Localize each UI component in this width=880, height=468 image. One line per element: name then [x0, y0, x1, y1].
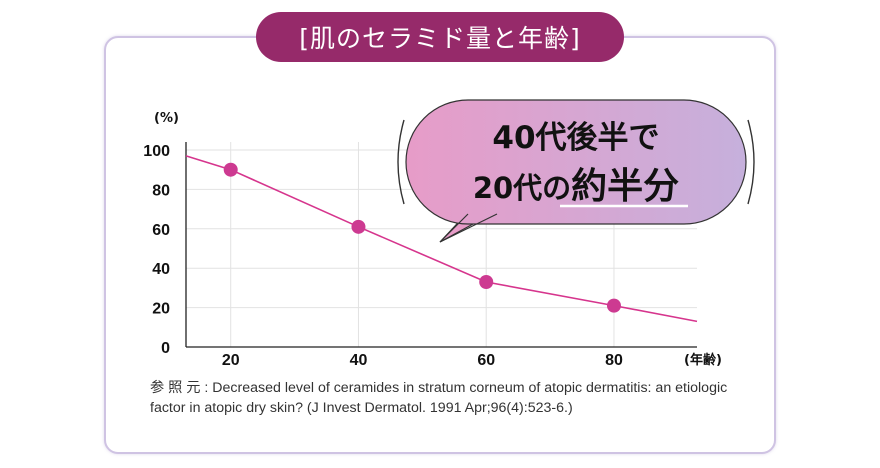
y-tick-label: 100	[143, 143, 170, 160]
y-tick-label: 0	[161, 340, 170, 357]
series-layer	[185, 155, 698, 323]
callout-bubble: 40代後半で 20代の約半分	[397, 99, 755, 243]
x-axis-unit: (年齢)	[684, 352, 722, 368]
data-point	[351, 219, 366, 234]
callout-prefix: 20代の	[473, 171, 571, 205]
x-tick-label: 60	[477, 352, 495, 369]
series-line	[185, 155, 698, 323]
x-tick-label: 20	[222, 352, 240, 369]
y-tick-label: 80	[152, 182, 170, 199]
source-citation: 参 照 元 : Decreased level of ceramides in …	[150, 380, 728, 416]
data-point	[223, 162, 238, 177]
x-tick-label: 40	[350, 352, 368, 369]
callout-line-2: 20代の約半分	[473, 166, 679, 207]
y-tick-labels: 0 20 40 60 80 100	[143, 143, 170, 357]
y-axis-unit: (%)	[154, 111, 179, 126]
callout-emphasis: 約半分	[571, 166, 679, 207]
callout-line-1: 40代後半で	[492, 120, 659, 156]
axes	[185, 142, 697, 348]
y-tick-label: 20	[152, 301, 170, 318]
data-point	[479, 274, 494, 289]
y-tick-label: 40	[152, 261, 170, 278]
y-tick-label: 60	[152, 222, 170, 239]
data-point	[606, 298, 621, 313]
x-tick-labels: 20 40 60 80	[222, 352, 623, 369]
chart-title: [肌のセラミド量と年齢]	[299, 24, 581, 53]
title-banner: [肌のセラミド量と年齢]	[256, 12, 624, 62]
x-tick-label: 80	[605, 352, 623, 369]
